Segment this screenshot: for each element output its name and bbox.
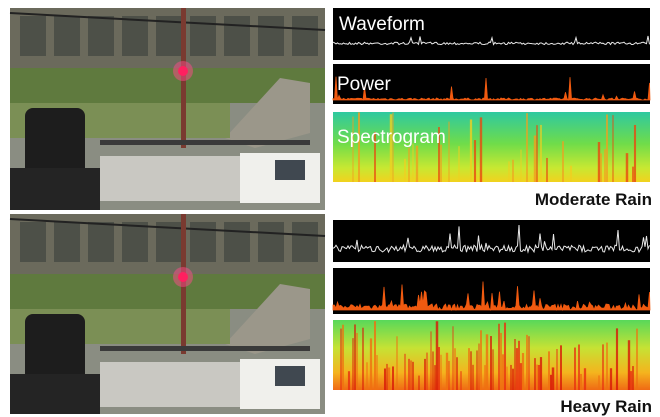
truck-bed [100, 156, 260, 201]
window [20, 16, 46, 56]
tripod [10, 374, 100, 414]
panel-caption: Moderate Rain [535, 190, 652, 209]
figure-content [9, 8, 651, 414]
wire [9, 12, 326, 31]
wire [9, 218, 326, 237]
track-background [333, 64, 650, 104]
track-label: Waveform [339, 14, 425, 35]
window [292, 16, 318, 56]
photo [9, 214, 326, 414]
truck-bed [100, 362, 260, 407]
stairs [225, 284, 310, 354]
track-background [333, 8, 650, 60]
window [258, 16, 284, 56]
truck-window [275, 160, 305, 180]
truck-rack [100, 140, 310, 145]
window [224, 222, 250, 262]
spectrogram [333, 112, 650, 182]
window [54, 16, 80, 56]
truck-window [275, 366, 305, 386]
waveform-trace [332, 224, 650, 254]
photo [9, 8, 326, 210]
window [224, 16, 250, 56]
red-light [178, 66, 188, 76]
stairs [225, 78, 310, 148]
track-background [333, 220, 650, 262]
window [54, 222, 80, 262]
window [292, 222, 318, 262]
panel-caption: Heavy Rain [560, 397, 652, 416]
red-light [178, 272, 188, 282]
window [20, 222, 46, 262]
waveform-trace [332, 35, 650, 46]
power-trace [332, 76, 651, 101]
tripod [10, 168, 100, 210]
track-label: Spectrogram [337, 127, 446, 148]
window [122, 222, 148, 262]
power-trace [332, 281, 651, 312]
track-label: Power [337, 74, 392, 95]
window [88, 222, 114, 262]
window [258, 222, 284, 262]
window [88, 16, 114, 56]
truck-rack [100, 346, 310, 351]
window [122, 16, 148, 56]
